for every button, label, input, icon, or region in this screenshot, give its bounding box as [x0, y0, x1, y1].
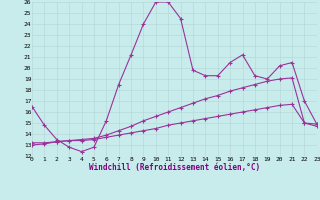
- X-axis label: Windchill (Refroidissement éolien,°C): Windchill (Refroidissement éolien,°C): [89, 163, 260, 172]
